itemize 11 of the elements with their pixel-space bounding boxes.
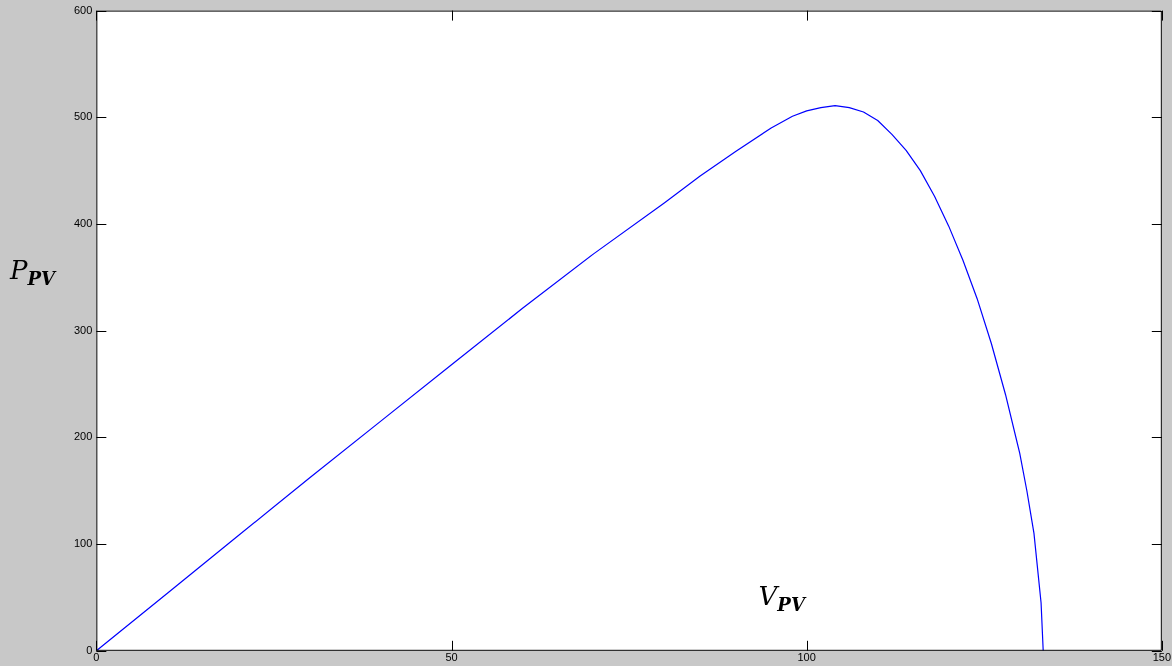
y-tick-label: 300 [73, 323, 93, 336]
y-tick-label: 100 [73, 537, 93, 550]
x-tick-label: 100 [797, 651, 816, 664]
y-tick-label: 0 [86, 643, 93, 656]
y-axis-title: P$_{PV}$ [10, 255, 56, 290]
y-tick-label: 500 [73, 110, 93, 123]
x-axis-title: V$_{PV}$ [758, 580, 805, 615]
x-tick-label: 50 [445, 651, 458, 664]
y-tick-label: 400 [73, 217, 93, 230]
y-tick-label: 600 [73, 3, 93, 16]
y-tick-label: 200 [73, 430, 93, 443]
